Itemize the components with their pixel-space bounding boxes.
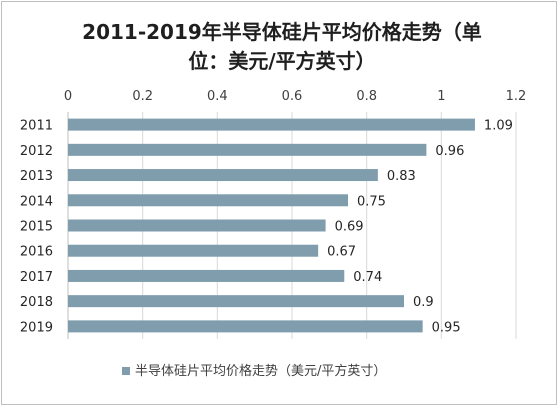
category-label: 2016	[20, 245, 53, 260]
data-label: 0.69	[335, 220, 364, 235]
category-label: 2013	[20, 169, 53, 184]
x-tick-label: 0	[64, 89, 72, 104]
category-label: 2015	[20, 220, 53, 235]
category-label: 2017	[20, 270, 53, 285]
data-label: 0.67	[327, 245, 356, 260]
legend: 半导体硅片平均价格走势（美元/平方英寸）	[122, 363, 386, 379]
chart-title-line-1: 2011-2019年半导体硅片平均价格走势（单	[82, 20, 482, 44]
data-label: 0.83	[387, 169, 416, 184]
bar	[68, 219, 326, 232]
bar	[68, 295, 404, 308]
category-label: 2014	[20, 194, 53, 209]
data-label: 0.95	[432, 320, 461, 335]
x-tick-label: 0.6	[282, 89, 303, 104]
chart-title-line-2: 位：美元/平方英寸）	[188, 49, 376, 73]
bar	[68, 194, 348, 207]
data-label: 0.96	[435, 144, 464, 159]
bar	[68, 244, 319, 257]
data-labels: 1.09 0.96 0.830.75 0.69 0.67 0.74 0.9 0.95	[327, 119, 513, 336]
bars	[68, 118, 475, 333]
y-axis-category-labels: 2011 2012 2013 2014 2015 2016 2017 2018 2019	[20, 119, 53, 336]
x-tick-label: 0.4	[207, 89, 228, 104]
chart-title: 2011-2019年半导体硅片平均价格走势（单 位：美元/平方英寸）	[22, 18, 542, 76]
category-label: 2019	[20, 320, 53, 335]
legend-swatch	[122, 367, 130, 375]
x-axis-tick-labels: 0 0.2 0.4 0.6 0.8 1 1.2	[64, 89, 526, 104]
category-label: 2018	[20, 295, 53, 310]
legend-label: 半导体硅片平均价格走势（美元/平方英寸）	[135, 363, 386, 379]
x-tick-label: 0.2	[132, 89, 153, 104]
x-tick-label: 1	[437, 89, 445, 104]
category-label: 2012	[20, 144, 53, 159]
bar	[68, 118, 475, 131]
bar	[68, 269, 345, 282]
x-tick-label: 0.8	[356, 89, 377, 104]
data-label: 1.09	[484, 119, 513, 134]
bar	[68, 320, 423, 333]
x-tick-label: 1.2	[506, 89, 527, 104]
data-label: 0.9	[413, 295, 434, 310]
category-label: 2011	[20, 119, 53, 134]
data-label: 0.75	[357, 194, 386, 209]
bar	[68, 143, 427, 156]
data-label: 0.74	[353, 270, 382, 285]
bar	[68, 169, 378, 182]
